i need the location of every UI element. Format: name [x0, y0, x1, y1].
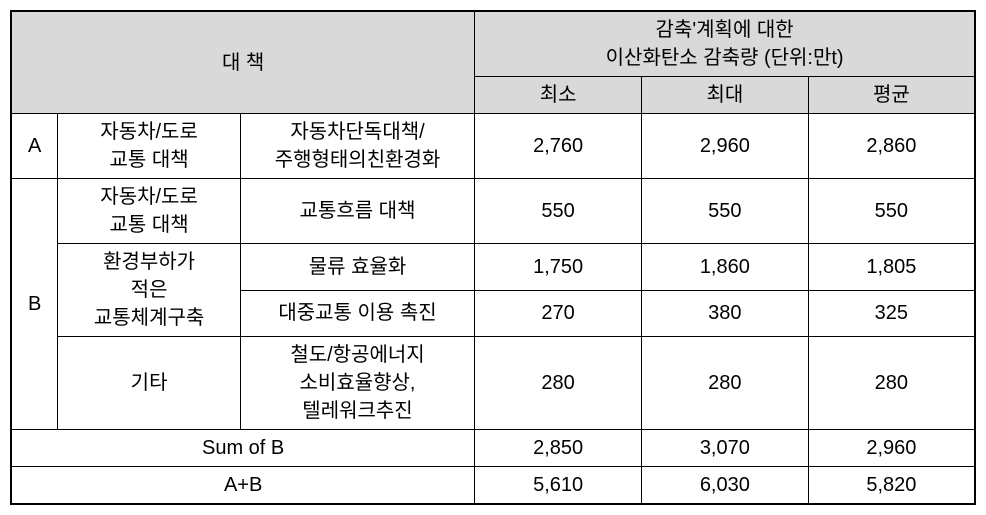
category-cell: 기타	[58, 337, 240, 430]
cat-text: 자동차/도로 교통 대책	[100, 186, 198, 236]
header-avg: 평균	[808, 77, 975, 114]
desc-cell: 자동차단독대책/ 주행형태의친환경화	[240, 114, 474, 179]
sum-b-avg: 2,960	[808, 430, 975, 467]
table-row: 기타 철도/항공에너지 소비효율향상, 텔레워크추진 280 280 280	[11, 337, 975, 430]
ab-avg: 5,820	[808, 467, 975, 505]
max-cell: 550	[641, 179, 808, 244]
desc-text: 자동차단독대책/ 주행형태의친환경화	[275, 121, 441, 171]
max-cell: 280	[641, 337, 808, 430]
min-cell: 280	[475, 337, 642, 430]
summary-row-ab: A+B 5,610 6,030 5,820	[11, 467, 975, 505]
cat-text: 자동차/도로 교통 대책	[100, 121, 198, 171]
header-reduction-line1: 감축'계획에 대한	[656, 19, 794, 41]
avg-cell: 2,860	[808, 114, 975, 179]
table-row: A 자동차/도로 교통 대책 자동차단독대책/ 주행형태의친환경화 2,760 …	[11, 114, 975, 179]
desc-text: 철도/항공에너지 소비효율향상, 텔레워크추진	[290, 344, 424, 422]
header-reduction-line2: 이산화탄소 감축량 (단위:만t)	[606, 47, 844, 69]
header-main: 대 책	[11, 11, 475, 114]
desc-cell: 교통흐름 대책	[240, 179, 474, 244]
category-cell: 자동차/도로 교통 대책	[58, 114, 240, 179]
min-cell: 1,750	[475, 244, 642, 291]
table-row: B 자동차/도로 교통 대책 교통흐름 대책 550 550 550	[11, 179, 975, 244]
sum-b-max: 3,070	[641, 430, 808, 467]
group-b: B	[11, 179, 58, 430]
avg-cell: 1,805	[808, 244, 975, 291]
min-cell: 2,760	[475, 114, 642, 179]
sum-b-label: Sum of B	[11, 430, 475, 467]
cat-text: 환경부하가 적은 교통체계구축	[94, 251, 204, 329]
sum-b-min: 2,850	[475, 430, 642, 467]
max-cell: 380	[641, 290, 808, 337]
avg-cell: 280	[808, 337, 975, 430]
reduction-table: 대 책 감축'계획에 대한 이산화탄소 감축량 (단위:만t) 최소 최대 평균…	[10, 10, 976, 505]
avg-cell: 550	[808, 179, 975, 244]
desc-cell: 대중교통 이용 촉진	[240, 290, 474, 337]
max-cell: 2,960	[641, 114, 808, 179]
ab-max: 6,030	[641, 467, 808, 505]
summary-row-sum-b: Sum of B 2,850 3,070 2,960	[11, 430, 975, 467]
max-cell: 1,860	[641, 244, 808, 291]
desc-cell: 철도/항공에너지 소비효율향상, 텔레워크추진	[240, 337, 474, 430]
header-min: 최소	[475, 77, 642, 114]
ab-min: 5,610	[475, 467, 642, 505]
desc-cell: 물류 효율화	[240, 244, 474, 291]
group-a: A	[11, 114, 58, 179]
header-max: 최대	[641, 77, 808, 114]
avg-cell: 325	[808, 290, 975, 337]
ab-label: A+B	[11, 467, 475, 505]
min-cell: 550	[475, 179, 642, 244]
category-cell: 자동차/도로 교통 대책	[58, 179, 240, 244]
table-row: 환경부하가 적은 교통체계구축 물류 효율화 1,750 1,860 1,805	[11, 244, 975, 291]
category-cell: 환경부하가 적은 교통체계구축	[58, 244, 240, 337]
min-cell: 270	[475, 290, 642, 337]
header-reduction-title: 감축'계획에 대한 이산화탄소 감축량 (단위:만t)	[475, 11, 975, 77]
